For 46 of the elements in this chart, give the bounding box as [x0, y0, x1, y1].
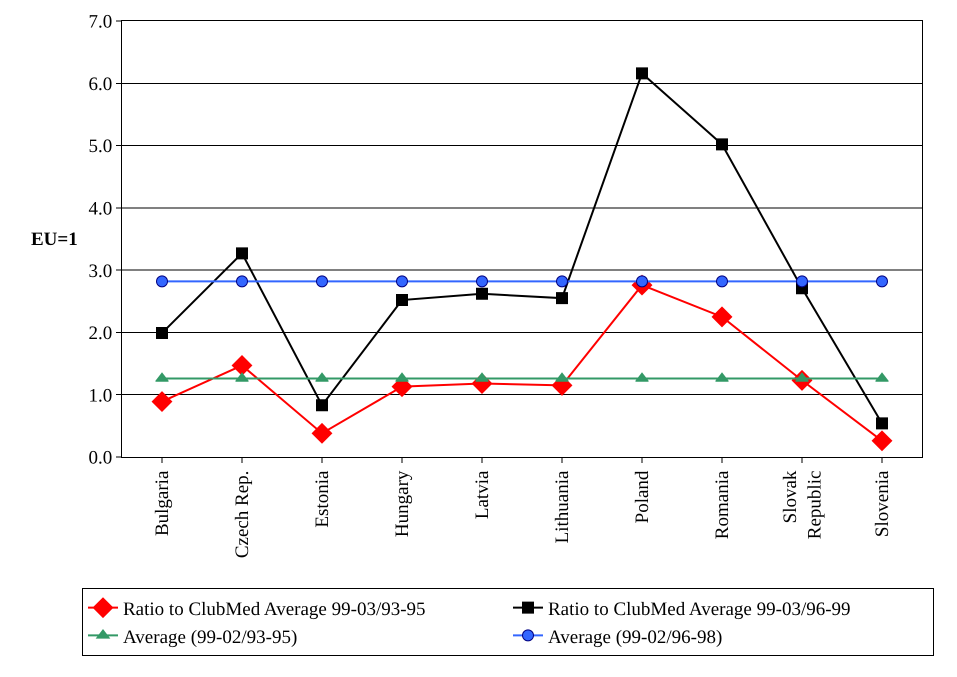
point: [156, 327, 168, 340]
point: [236, 247, 248, 260]
point: [236, 275, 248, 288]
y-tick-label: 5.0: [88, 136, 112, 158]
point: [556, 292, 568, 304]
point: [876, 417, 888, 430]
y-tick-label: 4.0: [88, 198, 112, 220]
x-tick-label: Romania: [712, 470, 734, 540]
y-tick-label: 7.0: [88, 12, 112, 33]
y-tick-label: 1.0: [88, 385, 112, 406]
y-tick-label: 3.0: [88, 260, 112, 282]
point: [232, 355, 252, 376]
legend-label: Ratio to ClubMed Average 99-03/93-95: [123, 599, 426, 620]
x-tick-label: Latvia: [472, 470, 494, 520]
y-tick-label: 0.0: [88, 448, 112, 469]
point: [556, 275, 568, 288]
point: [312, 423, 332, 444]
point: [396, 294, 408, 306]
x-tick-label: Bulgaria: [152, 470, 174, 536]
point: [316, 275, 328, 288]
x-tick-label: Estonia: [312, 470, 334, 528]
point: [316, 399, 328, 412]
point: [156, 275, 168, 288]
point: [716, 138, 728, 150]
x-tick-label: Slovak Republic: [780, 470, 826, 540]
legend-label: Average (99-02/93-95): [123, 626, 298, 648]
x-tick-label: Lithuania: [552, 470, 574, 544]
point: [476, 288, 488, 300]
point: [876, 275, 888, 288]
point: [712, 306, 732, 328]
y-tick-label: 2.0: [88, 323, 112, 344]
point: [476, 275, 488, 288]
point: [396, 275, 408, 288]
y-axis-title: EU=1: [31, 229, 78, 250]
y-tick-label: 6.0: [88, 74, 112, 95]
x-tick-label: Poland: [632, 470, 654, 524]
point: [636, 67, 648, 80]
x-tick-label: Czech Rep.: [232, 470, 254, 558]
point: [716, 275, 728, 288]
legend-label: Average (99-02/96-98): [548, 626, 722, 648]
x-tick-label: Slovenia: [872, 470, 894, 538]
point: [152, 391, 172, 412]
x-tick-label: Hungary: [392, 470, 414, 538]
point: [796, 275, 808, 288]
point: [872, 430, 892, 452]
legend-label: Ratio to ClubMed Average 99-03/96-99: [548, 599, 851, 620]
